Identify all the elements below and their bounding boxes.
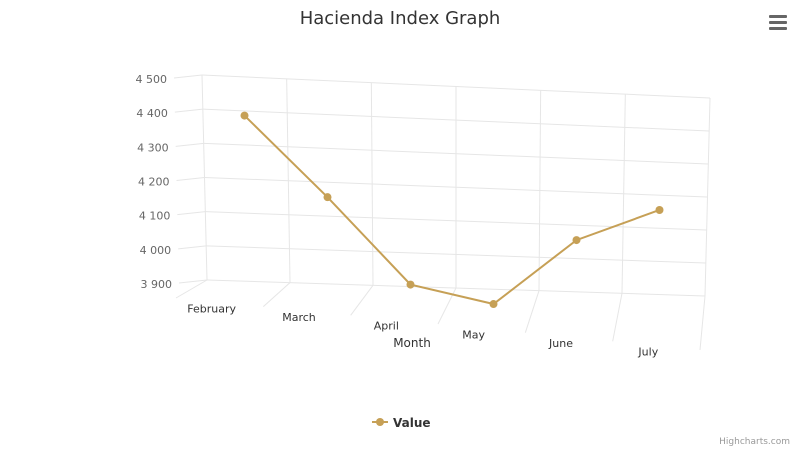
floor-gridline (262, 282, 291, 308)
y-side-gridline (175, 142, 204, 147)
legend-marker (376, 418, 384, 426)
y-tick-label: 4 000 (140, 244, 172, 257)
floor-gridline (350, 285, 374, 316)
y-side-gridline (178, 245, 207, 250)
chart-back-wall-grid (173, 74, 711, 297)
y-side-gridline (178, 279, 208, 284)
hamburger-menu-icon[interactable] (766, 12, 790, 34)
x-tick-label: March (282, 311, 316, 324)
series-line[interactable] (243, 114, 660, 306)
chart-floor-grid (175, 279, 706, 351)
credits-link[interactable]: Highcharts.com (719, 437, 790, 447)
x-gridline (621, 94, 626, 294)
data-point[interactable] (406, 280, 415, 289)
chart-title: Hacienda Index Graph (300, 8, 501, 29)
x-tick-label: July (637, 346, 658, 359)
x-tick-label: February (187, 302, 236, 315)
legend[interactable]: Value (372, 416, 431, 430)
floor-gridline (612, 293, 623, 342)
data-point[interactable] (572, 236, 581, 245)
y-axis: 3 900 4 000 4 100 4 200 4 300 4 400 4 500 (136, 73, 173, 291)
floor-gridline (175, 279, 208, 299)
x-tick-label: April (374, 320, 399, 333)
menu-bar-3 (769, 27, 787, 30)
x-tick-label: May (462, 328, 485, 341)
data-point[interactable] (489, 300, 498, 309)
x-tick-label: June (548, 337, 573, 350)
y-tick-label: 4 200 (138, 176, 170, 189)
y-side-gridline (176, 177, 205, 181)
data-point[interactable] (655, 205, 664, 214)
x-gridline (201, 74, 208, 281)
menu-bar-2 (769, 21, 787, 24)
x-axis-title: Month (393, 336, 431, 350)
y-tick-label: 4 400 (136, 107, 168, 120)
y-side-gridline (173, 74, 203, 79)
y-tick-label: 4 500 (136, 73, 168, 86)
y-side-gridline (177, 211, 206, 216)
x-gridline (370, 82, 374, 286)
floor-gridline (699, 295, 706, 351)
data-point[interactable] (323, 193, 332, 202)
y-tick-label: 3 900 (141, 278, 173, 291)
legend-item-value[interactable]: Value (393, 416, 431, 430)
menu-bar-1 (769, 15, 787, 18)
y-tick-label: 4 100 (139, 210, 171, 223)
x-gridline (286, 78, 291, 283)
floor-gridline (524, 290, 540, 333)
x-axis: February March April May June July (187, 302, 658, 358)
data-point[interactable] (240, 111, 249, 120)
series-value[interactable] (240, 111, 664, 309)
x-gridline (538, 90, 542, 291)
y-tick-label: 4 300 (137, 141, 169, 154)
y-side-gridline (174, 108, 203, 113)
x-gridline (704, 97, 711, 297)
